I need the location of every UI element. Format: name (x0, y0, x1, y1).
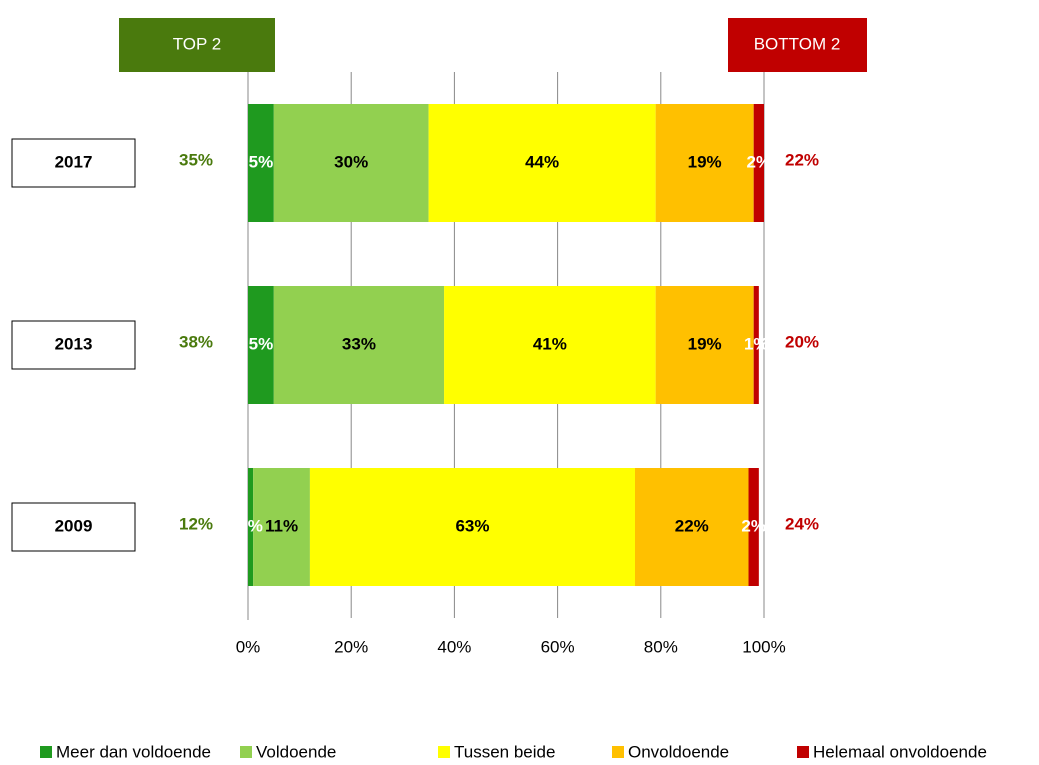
bar-segment (428, 104, 656, 222)
category-label: 2013 (55, 334, 93, 353)
top2-value: 12% (179, 514, 213, 533)
data-label: 22% (675, 516, 709, 535)
data-label: 19% (688, 334, 722, 353)
legend-label: Onvoldoende (628, 742, 729, 761)
bottom2-box (728, 18, 867, 72)
data-label: 5% (249, 334, 274, 353)
bar-segment (753, 104, 764, 222)
bar-segment (655, 104, 754, 222)
top2-value: 35% (179, 150, 213, 169)
data-label: 41% (533, 334, 567, 353)
legend-label: Voldoende (256, 742, 336, 761)
bar-segment (253, 468, 310, 586)
data-label: 19% (688, 152, 722, 171)
legend-swatch (438, 746, 450, 758)
x-tick-label: 0% (236, 637, 261, 656)
category-box (11, 138, 136, 188)
legend-swatch (40, 746, 52, 758)
bar-segment (273, 104, 429, 222)
bottom2-value: 22% (785, 150, 819, 169)
bottom2-value: 20% (785, 332, 819, 351)
category-label: 2017 (55, 152, 93, 171)
bar-segment (444, 286, 656, 404)
bar-segment (273, 286, 445, 404)
data-label: 2% (741, 516, 766, 535)
bar-segment (748, 468, 759, 586)
data-label: 11% (265, 516, 298, 535)
legend-swatch (612, 746, 624, 758)
bottom2-value: 24% (785, 514, 819, 533)
legend-swatch (240, 746, 252, 758)
legend-label: Meer dan voldoende (56, 742, 211, 761)
bar-segment (248, 104, 274, 222)
data-label: 2% (747, 152, 772, 171)
x-tick-label: 100% (742, 637, 785, 656)
data-label: 44% (525, 152, 559, 171)
top2-value: 38% (179, 332, 213, 351)
x-tick-label: 80% (644, 637, 678, 656)
legend-swatch (797, 746, 809, 758)
category-box (11, 320, 136, 370)
top2-label: TOP 2 (173, 34, 222, 53)
x-tick-label: 20% (334, 637, 368, 656)
data-label: 33% (342, 334, 376, 353)
data-label: 63% (455, 516, 489, 535)
bar-segment (635, 468, 749, 586)
data-label: 1% (744, 334, 769, 353)
category-label: 2009 (55, 516, 93, 535)
bar-segment (753, 286, 759, 404)
legend-label: Helemaal onvoldoende (813, 742, 987, 761)
top2-box (119, 18, 275, 72)
data-label: 5% (249, 152, 274, 171)
data-label: 30% (334, 152, 368, 171)
legend-label: Tussen beide (454, 742, 555, 761)
bar-segment (309, 468, 635, 586)
category-box (11, 502, 136, 552)
x-tick-label: 40% (437, 637, 471, 656)
bar-segment (655, 286, 754, 404)
x-tick-label: 60% (541, 637, 575, 656)
bar-segment (248, 468, 254, 586)
data-label: 1% (238, 516, 263, 535)
bar-segment (248, 286, 274, 404)
bottom2-label: BOTTOM 2 (754, 34, 841, 53)
